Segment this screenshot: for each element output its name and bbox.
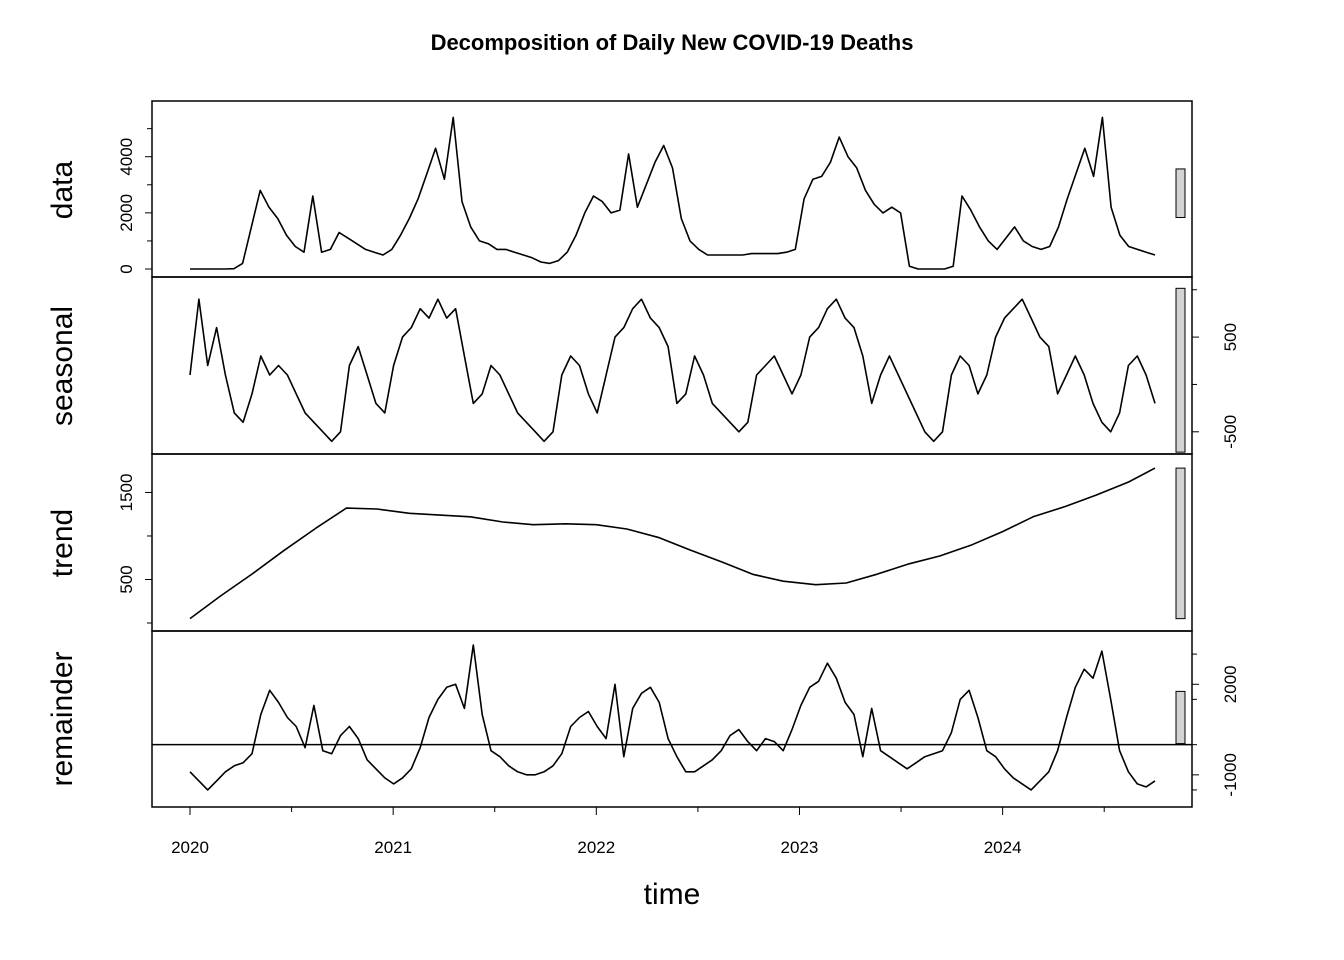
data-panel-label: data (46, 160, 79, 219)
seasonal-y-tick-label: 500 (1221, 323, 1240, 351)
trend-series-line (189, 467, 1156, 620)
trend-range-bar (1175, 467, 1186, 620)
seasonal-series-line (189, 298, 1156, 443)
x-tick-label: 2024 (984, 838, 1022, 857)
x-tick-label: 2023 (781, 838, 819, 857)
data-y-tick-label: 0 (117, 264, 136, 273)
remainder-frame (151, 630, 1193, 808)
x-axis: 2020 2021 2022 2023 2024 (171, 807, 1105, 857)
trend-y-tick-label: 500 (117, 565, 136, 593)
trend-y-tick-label: 1500 (117, 474, 136, 512)
remainder-y-tick-label: 2000 (1221, 665, 1240, 703)
data-series-line (190, 116, 1156, 270)
seasonal-panel-label: seasonal (46, 306, 79, 426)
remainder-series-line (189, 644, 1156, 791)
seasonal-panel: seasonal -500 500 (46, 276, 1240, 455)
data-y-tick-label: 4000 (117, 138, 136, 176)
x-tick-label: 2022 (577, 838, 615, 857)
data-range-bar (1175, 168, 1186, 218)
remainder-panel: remainder -1000 2000 (46, 630, 1240, 808)
x-axis-label: time (644, 878, 701, 911)
data-frame (151, 100, 1193, 278)
remainder-panel-label: remainder (46, 651, 79, 786)
remainder-range-bar (1175, 690, 1186, 745)
seasonal-y-tick-label: -500 (1221, 415, 1240, 449)
remainder-y-tick-label: -1000 (1221, 753, 1240, 796)
x-tick-label: 2020 (171, 838, 209, 857)
chart-title: Decomposition of Daily New COVID-19 Deat… (431, 30, 914, 55)
seasonal-range-bar (1175, 287, 1186, 453)
data-y-tick-label: 2000 (117, 194, 136, 232)
data-panel: data 0 2000 4000 (46, 100, 1193, 278)
x-tick-label: 2021 (374, 838, 412, 857)
trend-panel: trend 500 1500 (46, 453, 1193, 632)
seasonal-frame (151, 276, 1193, 455)
trend-panel-label: trend (46, 509, 79, 577)
